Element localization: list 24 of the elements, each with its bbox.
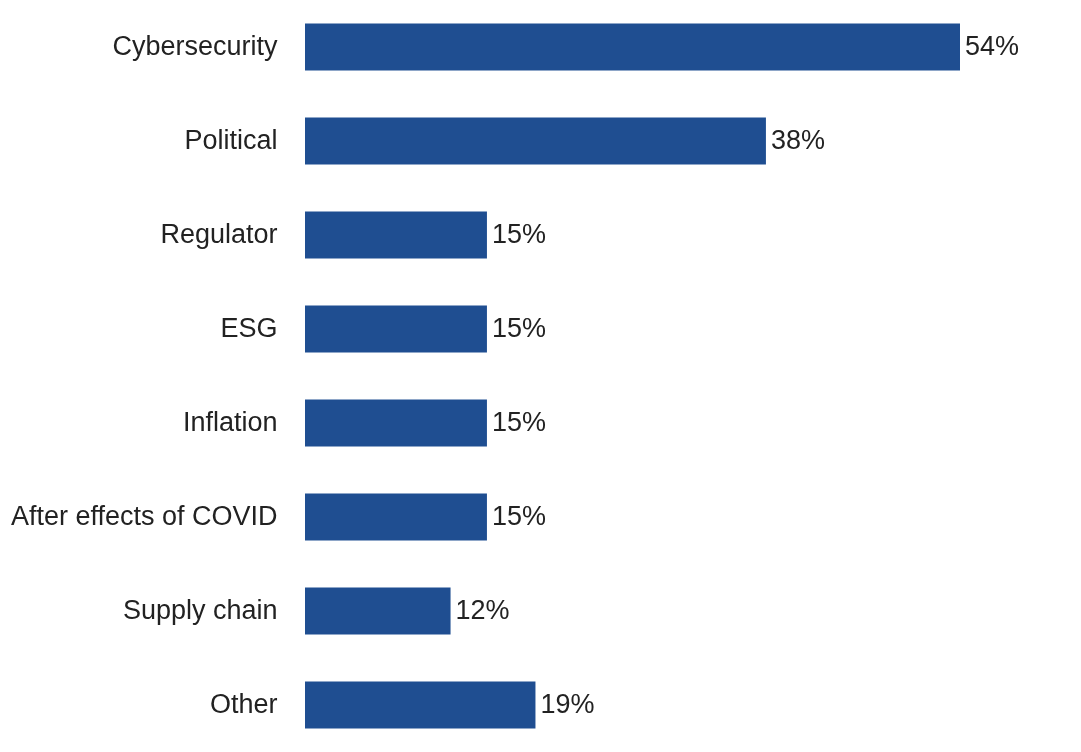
data-label: 15% [491, 313, 546, 343]
y-tick-label: Political [184, 125, 278, 155]
y-tick-label: Other [209, 689, 278, 719]
y-tick-label: After effects of COVID [10, 501, 278, 531]
y-tick-label: ESG [220, 313, 278, 343]
bar [305, 681, 536, 729]
bar [305, 23, 960, 71]
bar [305, 305, 487, 353]
data-label: 19% [540, 689, 595, 719]
data-label: 38% [770, 125, 825, 155]
y-tick-label: Inflation [182, 407, 278, 437]
data-label: 15% [491, 407, 546, 437]
bar [305, 587, 451, 635]
bar [305, 211, 487, 259]
bar [305, 117, 766, 165]
y-tick-label: Supply chain [122, 595, 278, 625]
data-label: 12% [455, 595, 510, 625]
bar [305, 399, 487, 447]
y-tick-label: Cybersecurity [112, 31, 278, 61]
bar [305, 493, 487, 541]
y-tick-label: Regulator [160, 219, 278, 249]
data-label: 15% [491, 501, 546, 531]
data-label: 15% [491, 219, 546, 249]
data-label: 54% [965, 31, 1020, 61]
